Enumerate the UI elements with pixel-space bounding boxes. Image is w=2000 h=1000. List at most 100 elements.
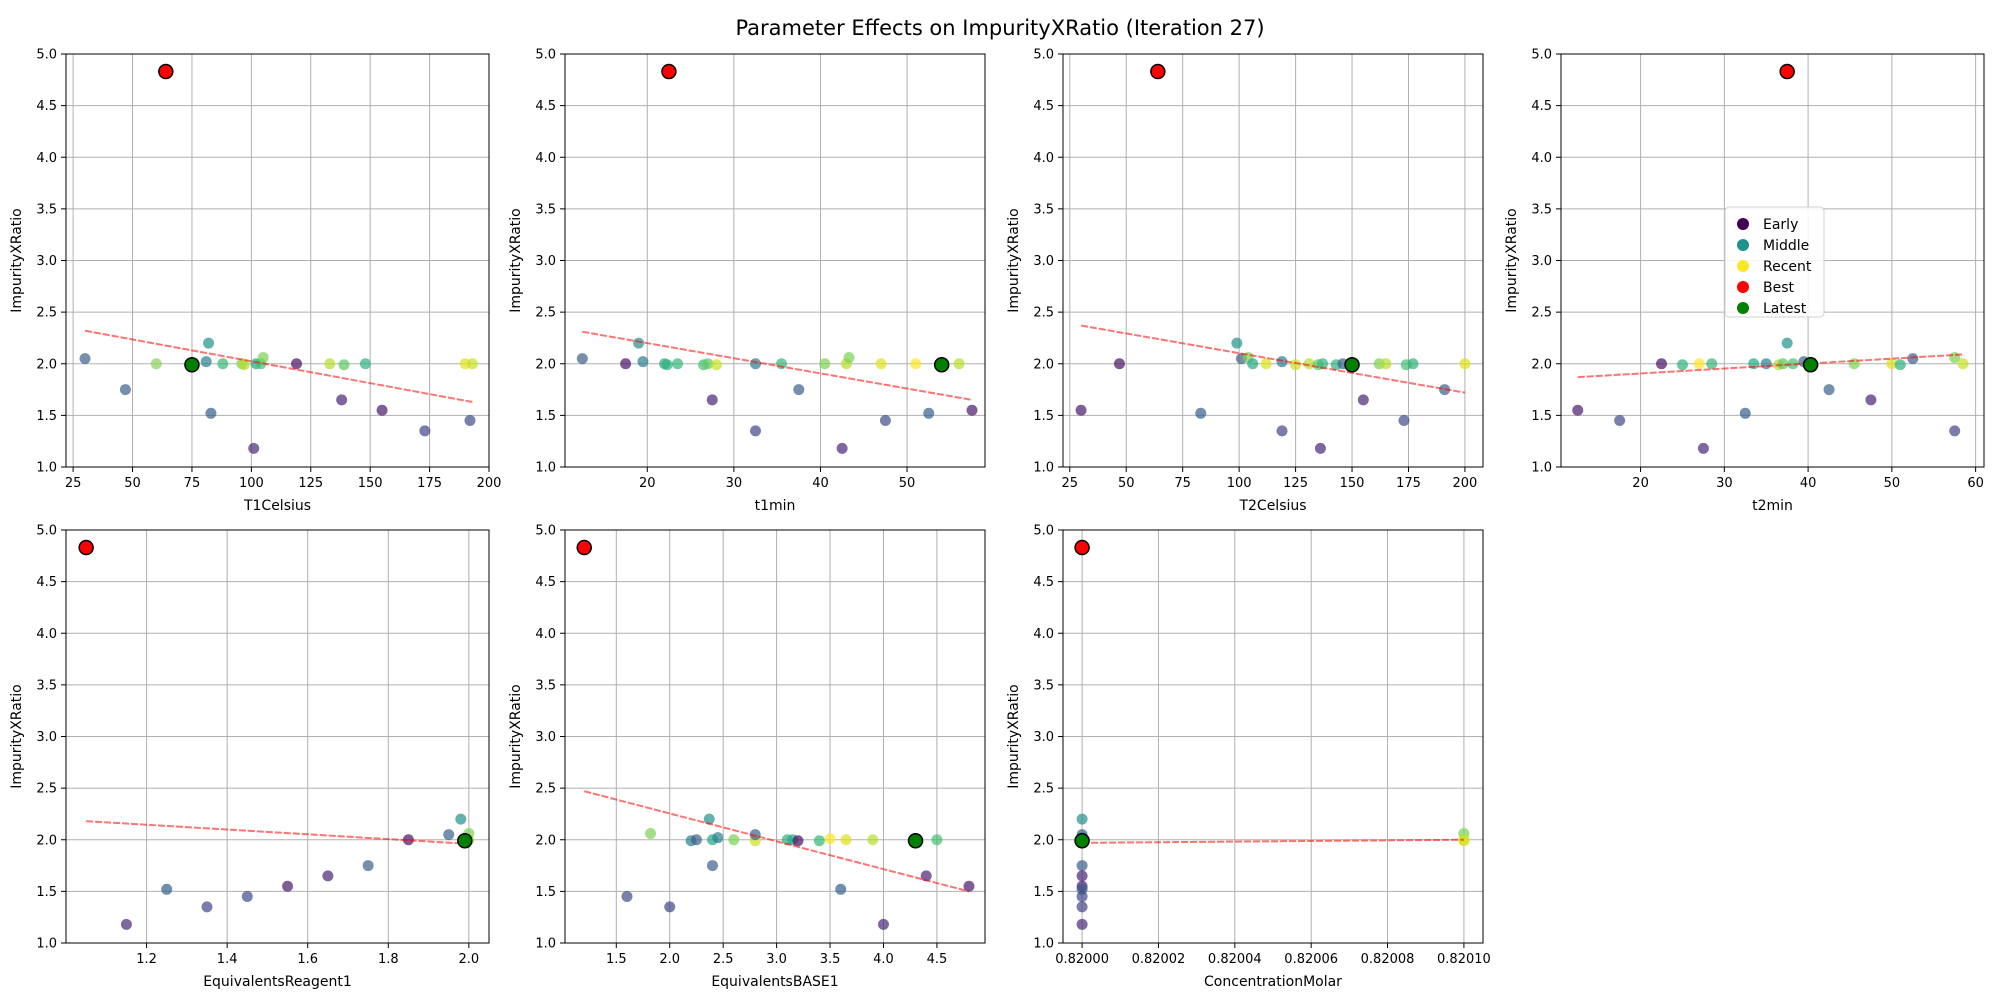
y-tick-label: 3.5 — [1033, 202, 1054, 217]
y-axis-label: ImpurityXRatio — [508, 208, 524, 312]
x-tick-label: 200 — [477, 476, 502, 491]
x-tick-label: 25 — [65, 476, 82, 491]
data-point — [217, 358, 229, 370]
x-tick-label: 4.0 — [873, 952, 894, 967]
best-point — [78, 539, 94, 556]
data-point — [1739, 407, 1751, 419]
trend-line — [1080, 324, 1466, 394]
data-point — [1407, 358, 1419, 370]
y-tick-label: 1.5 — [36, 885, 57, 900]
y-tick-label: 2.5 — [36, 782, 57, 797]
y-tick-label: 3.0 — [535, 730, 556, 745]
data-point — [402, 834, 414, 846]
data-point — [792, 835, 804, 847]
y-axis-label: ImpurityXRatio — [9, 684, 25, 788]
data-point — [813, 835, 825, 847]
y-tick-label: 4.5 — [1531, 99, 1552, 114]
data-point — [1113, 358, 1125, 370]
data-point — [464, 415, 476, 427]
data-point — [576, 353, 588, 365]
plot-area — [1572, 337, 1969, 454]
y-tick-label: 4.0 — [36, 151, 57, 166]
best-point — [1074, 539, 1090, 556]
y-axis-label: ImpurityXRatio — [508, 684, 524, 788]
data-point — [877, 918, 889, 930]
data-point — [1260, 358, 1272, 370]
data-point — [200, 356, 212, 368]
data-point — [1076, 813, 1088, 825]
x-tick-label: 0.82006 — [1284, 952, 1338, 967]
y-tick-label: 3.5 — [1531, 202, 1552, 217]
x-tick-label: 0.82004 — [1208, 952, 1262, 967]
y-tick-label: 2.5 — [1531, 306, 1552, 321]
data-point — [1706, 358, 1718, 370]
data-point — [1076, 918, 1088, 930]
data-point — [1907, 353, 1919, 365]
x-tick-label: 40 — [1800, 476, 1817, 491]
x-axis-label: ConcentrationMolar — [1204, 974, 1342, 990]
data-point — [633, 337, 645, 349]
x-tick-label: 125 — [298, 476, 323, 491]
x-tick-label: 50 — [124, 476, 141, 491]
data-point — [879, 415, 891, 427]
data-point — [419, 425, 431, 437]
best-point — [661, 63, 677, 80]
data-point — [1398, 415, 1410, 427]
latest-point — [1074, 833, 1090, 849]
data-point — [443, 829, 455, 841]
data-point — [712, 832, 724, 844]
data-point — [703, 813, 715, 825]
y-axis-label: ImpurityXRatio — [9, 208, 25, 312]
latest-point — [457, 833, 473, 849]
subplot-T1Celsius: 25 50 75 100 125 150 175 200 1.0 1.5 2.0 2.5 3.0 3.5 4… — [9, 48, 501, 515]
data-point — [966, 404, 978, 416]
x-tick-label: 175 — [1396, 476, 1421, 491]
x-tick-label: 3.0 — [766, 952, 787, 967]
x-tick-label: 50 — [1118, 476, 1135, 491]
x-tick-label: 1.5 — [606, 952, 627, 967]
data-point — [953, 358, 965, 370]
y-tick-label: 2.0 — [1033, 833, 1054, 848]
data-point — [1572, 404, 1584, 416]
y-tick-label: 3.5 — [535, 678, 556, 693]
y-tick-label: 2.0 — [535, 357, 556, 372]
data-point — [1357, 394, 1369, 406]
data-point — [1076, 891, 1088, 903]
data-point — [824, 833, 836, 845]
data-point — [875, 358, 887, 370]
legend-marker — [1737, 239, 1749, 251]
data-point — [672, 358, 684, 370]
data-point — [238, 359, 250, 371]
y-tick-label: 1.0 — [1033, 461, 1054, 476]
y-tick-label: 3.5 — [535, 202, 556, 217]
legend-label: Latest — [1763, 301, 1807, 317]
y-tick-label: 4.0 — [1033, 627, 1054, 642]
data-point — [843, 352, 855, 364]
x-tick-label: 50 — [1884, 476, 1901, 491]
data-point — [702, 358, 714, 370]
legend-marker — [1737, 218, 1749, 230]
legend-label: Recent — [1763, 259, 1812, 275]
data-point — [1823, 384, 1835, 396]
data-point — [664, 901, 676, 913]
x-tick-label: 75 — [184, 476, 201, 491]
data-point — [324, 358, 336, 370]
x-tick-label: 75 — [1174, 476, 1191, 491]
data-point — [1787, 358, 1799, 370]
data-point — [1314, 442, 1326, 454]
y-tick-label: 4.5 — [535, 575, 556, 590]
x-tick-label: 200 — [1453, 476, 1478, 491]
best-point — [1779, 63, 1795, 80]
x-tick-label: 4.5 — [927, 952, 948, 967]
latest-point — [907, 833, 924, 849]
data-point — [257, 352, 269, 364]
data-point — [1697, 442, 1709, 454]
data-point — [466, 358, 478, 370]
data-point — [819, 358, 831, 370]
data-point — [338, 359, 350, 371]
x-tick-label: 25 — [1062, 476, 1079, 491]
x-tick-label: 30 — [726, 476, 743, 491]
axes-frame — [564, 53, 986, 468]
data-point — [750, 425, 762, 437]
data-point — [867, 834, 879, 846]
